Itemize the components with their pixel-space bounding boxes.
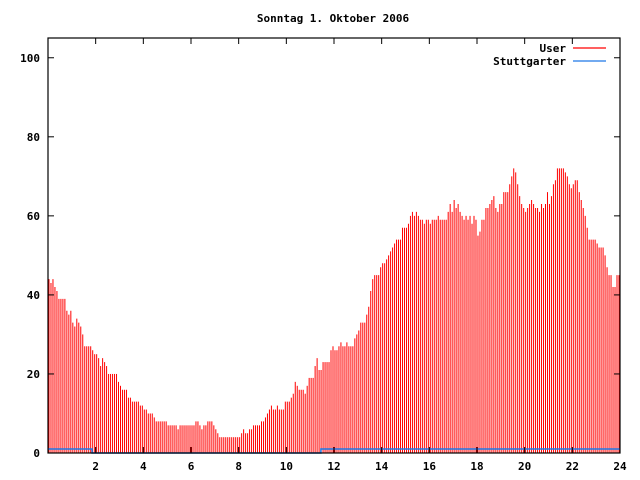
plot-frame [47, 37, 621, 454]
y-tick-label: 60 [27, 210, 40, 223]
x-tick-label: 4 [140, 460, 147, 473]
x-tick-label: 12 [327, 460, 340, 473]
x-tick-label: 14 [375, 460, 389, 473]
y-tick-label: 0 [33, 447, 40, 460]
y-tick-label: 80 [27, 131, 40, 144]
y-tick-label: 100 [20, 52, 40, 65]
y-axis: 0 20 40 60 80 100 [20, 52, 620, 460]
y-tick-label: 20 [27, 368, 40, 381]
x-tick-label: 6 [188, 460, 195, 473]
legend: User Stuttgarter [493, 42, 606, 68]
legend-label-stuttgarter: Stuttgarter [493, 55, 566, 68]
x-tick-label: 2 [92, 460, 99, 473]
chart-title: Sonntag 1. Oktober 2006 [257, 12, 410, 25]
x-tick-label: 8 [235, 460, 242, 473]
x-tick-label: 10 [280, 460, 293, 473]
x-tick-label: 22 [566, 460, 579, 473]
y-tick-label: 40 [27, 289, 40, 302]
x-tick-label: 24 [613, 460, 627, 473]
x-tick-label: 16 [423, 460, 437, 473]
user-bars [48, 168, 620, 453]
x-axis: 2 4 6 8 10 12 14 16 18 20 22 24 [92, 38, 627, 473]
x-tick-label: 20 [518, 460, 531, 473]
legend-label-user: User [540, 42, 567, 55]
x-tick-label: 18 [470, 460, 483, 473]
